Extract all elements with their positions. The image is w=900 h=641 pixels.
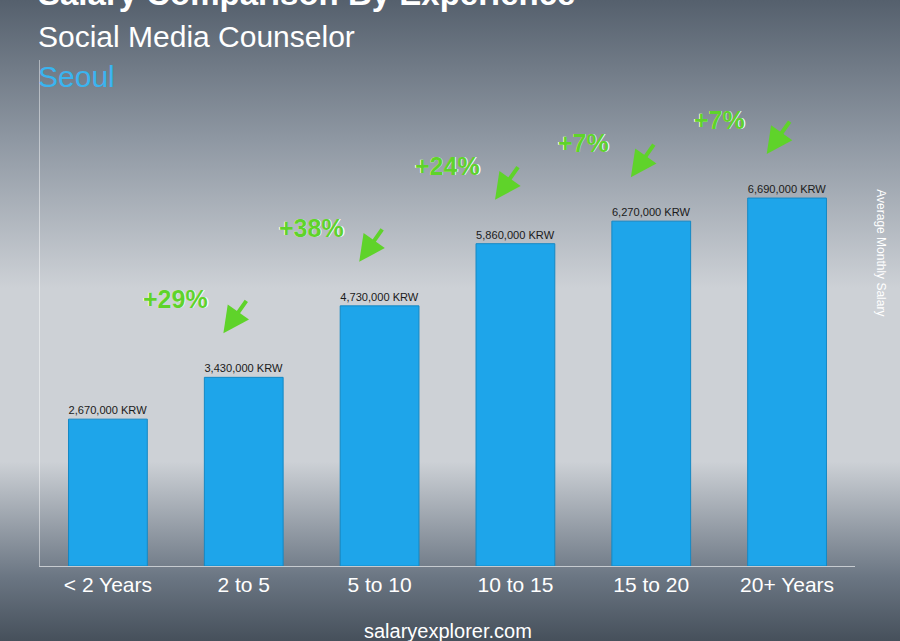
svg-text:+38%: +38% xyxy=(279,214,344,242)
svg-text:+24%: +24% xyxy=(414,151,481,181)
svg-text:20+ Years: 20+ Years xyxy=(740,573,834,596)
svg-text:2 to 5: 2 to 5 xyxy=(217,573,270,596)
svg-text:6,690,000 KRW: 6,690,000 KRW xyxy=(748,183,827,195)
svg-text:Average Monthly Salary: Average Monthly Salary xyxy=(874,189,888,316)
svg-text:15 to 20: 15 to 20 xyxy=(613,573,689,596)
svg-text:Salary Comparison By Experienc: Salary Comparison By Experience xyxy=(38,0,575,12)
svg-text:Seoul: Seoul xyxy=(38,60,115,93)
svg-text:< 2 Years: < 2 Years xyxy=(64,573,152,596)
svg-text:+7%: +7% xyxy=(558,129,609,157)
svg-text:3,430,000 KRW: 3,430,000 KRW xyxy=(204,362,283,374)
svg-text:10 to 15: 10 to 15 xyxy=(477,573,553,596)
svg-text:+38%: +38% xyxy=(278,213,345,243)
svg-text:+29%: +29% xyxy=(142,284,209,314)
svg-text:5 to 10: 5 to 10 xyxy=(347,573,411,596)
svg-text:+24%: +24% xyxy=(415,152,480,180)
svg-text:Social Media Counselor: Social Media Counselor xyxy=(38,20,355,53)
svg-text:+29%: +29% xyxy=(143,285,208,313)
svg-text:+7%: +7% xyxy=(557,128,610,158)
svg-text:salaryexplorer.com: salaryexplorer.com xyxy=(364,620,532,641)
svg-text:2,670,000 KRW: 2,670,000 KRW xyxy=(69,404,148,416)
svg-text:5,860,000 KRW: 5,860,000 KRW xyxy=(476,229,555,241)
svg-text:+7%: +7% xyxy=(694,106,745,134)
svg-text:4,730,000 KRW: 4,730,000 KRW xyxy=(340,291,419,303)
svg-text:+7%: +7% xyxy=(693,105,746,135)
svg-text:6,270,000 KRW: 6,270,000 KRW xyxy=(612,206,691,218)
